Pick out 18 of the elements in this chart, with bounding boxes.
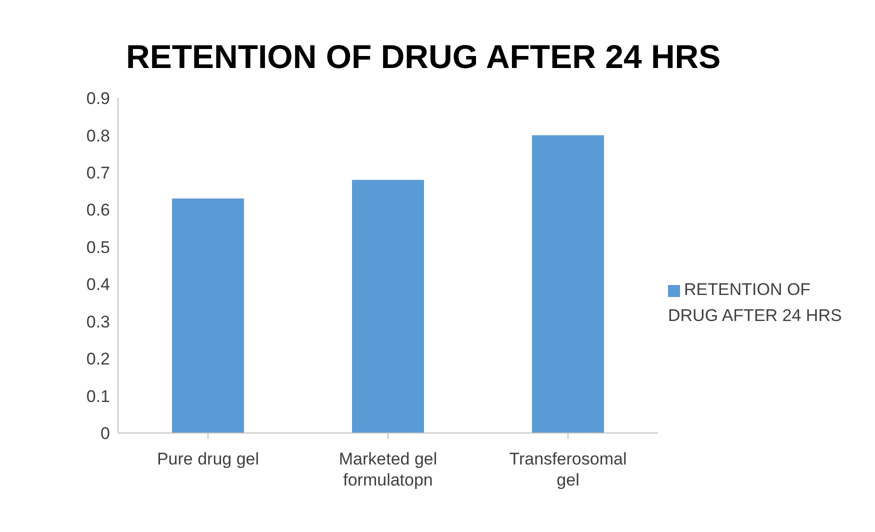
x-tick-label: Pure drug gel <box>156 449 260 468</box>
x-tick-label: Transferosomal gel <box>509 449 627 490</box>
chart-title: RETENTION OF DRUG AFTER 24 HRS <box>125 37 722 77</box>
y-tick-label: 0.1 <box>86 386 110 406</box>
y-tick-label: 0.4 <box>86 275 110 294</box>
y-tick-label: 0.6 <box>86 200 110 220</box>
x-tick-label: Marketed gel formulatopn <box>338 449 438 490</box>
y-tick-label: 0.7 <box>86 163 110 182</box>
y-tick-label: 0.3 <box>86 312 110 332</box>
y-tick-label: 0.8 <box>86 126 110 146</box>
y-tick-label: 0.9 <box>86 89 110 108</box>
legend-label: RETENTION OF DRUG AFTER 24 HRS <box>668 280 842 325</box>
y-tick-label: 0 <box>100 424 110 444</box>
bar <box>532 135 604 433</box>
bar <box>172 198 244 433</box>
y-tick-label: 0.2 <box>86 350 110 369</box>
y-tick-label: 0.5 <box>86 238 110 257</box>
bar <box>352 180 424 433</box>
